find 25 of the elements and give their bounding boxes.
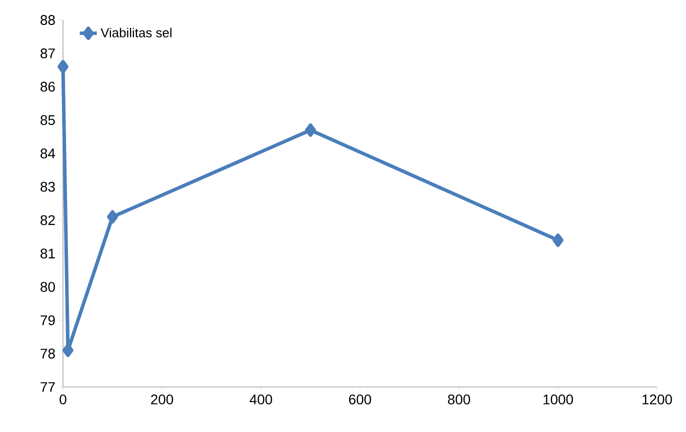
y-tick-label: 85 xyxy=(40,115,55,126)
y-tick-label: 88 xyxy=(40,15,55,25)
y-tick-label: 87 xyxy=(40,48,55,58)
x-tick-label: 1200 xyxy=(642,394,672,404)
y-tick-label: 80 xyxy=(40,282,55,292)
y-tick-label: 81 xyxy=(40,248,55,258)
point xyxy=(305,123,316,137)
x-tick-label: 800 xyxy=(448,394,470,404)
y-tick-label: 77 xyxy=(40,382,55,392)
y-tick-label: 86 xyxy=(40,82,55,92)
x-tick-label: 600 xyxy=(349,394,372,404)
x-tick-label: 400 xyxy=(250,394,272,404)
point xyxy=(62,344,74,358)
y-tick-label: 83 xyxy=(40,182,55,192)
legend-label: Viabilitas sel xyxy=(100,28,172,38)
x-tick-label: 200 xyxy=(151,394,174,404)
x-tick-label: 1000 xyxy=(544,394,573,404)
x-tick-label: 0 xyxy=(60,394,66,404)
point xyxy=(58,60,68,74)
y-tick-label: 82 xyxy=(40,215,55,226)
point xyxy=(552,233,564,247)
y-tick-label: 78 xyxy=(40,348,55,359)
y-tick-label: 79 xyxy=(40,315,55,326)
point xyxy=(107,210,118,224)
y-tick-label: 84 xyxy=(40,148,56,158)
